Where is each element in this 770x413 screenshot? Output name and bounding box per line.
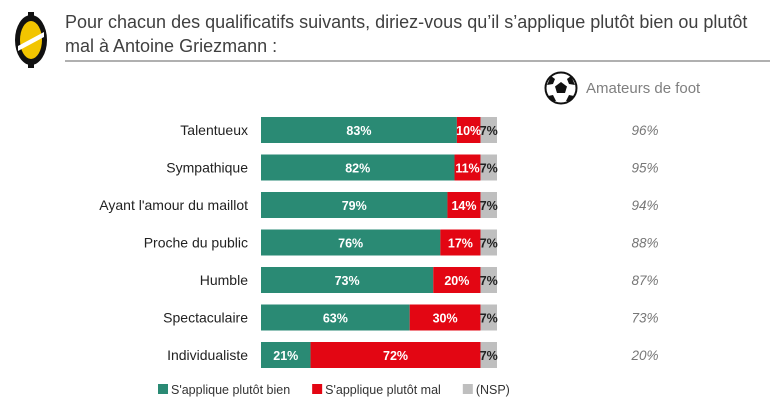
category-label: Spectaculaire — [163, 310, 248, 326]
data-label: 63% — [323, 312, 348, 326]
bar-nsp — [480, 154, 497, 181]
data-label: 7% — [480, 274, 498, 288]
data-label: 7% — [480, 199, 498, 213]
legend-swatch — [462, 384, 473, 394]
soccer-ball-icon — [544, 71, 578, 105]
bar-mal — [409, 304, 481, 331]
data-label: 21% — [273, 349, 298, 363]
amateurs-value: 87% — [631, 273, 658, 288]
data-label: 82% — [345, 162, 370, 176]
bar-mal — [310, 342, 481, 368]
bar-bien — [261, 304, 410, 331]
bar-row: Spectaculaire 63% 30% 7% 73% — [163, 304, 659, 331]
bar-nsp — [480, 229, 497, 256]
bar-nsp — [480, 267, 497, 293]
category-label: Talentueux — [180, 122, 248, 138]
amateurs-value: 94% — [631, 198, 658, 213]
data-label: 7% — [480, 124, 498, 138]
data-label: 17% — [448, 237, 473, 251]
category-label: Sympathique — [166, 160, 248, 176]
bar-nsp — [480, 192, 497, 218]
data-label: 30% — [433, 312, 458, 326]
data-label: 14% — [451, 199, 476, 213]
amateurs-value: 96% — [631, 123, 658, 138]
category-label: Humble — [200, 272, 248, 288]
category-label: Ayant l'amour du maillot — [99, 197, 248, 213]
data-label: 83% — [346, 124, 371, 138]
legend-label: S'applique plutôt mal — [325, 383, 441, 397]
bar-row: Ayant l'amour du maillot 79% 14% 7% 94% — [99, 192, 659, 218]
bar-bien — [261, 342, 311, 368]
legend-swatch — [158, 384, 168, 394]
category-label: Individualiste — [167, 347, 248, 363]
data-label: 10% — [456, 124, 481, 138]
bar-mal — [454, 154, 481, 181]
data-label: 7% — [480, 237, 498, 251]
title-divider — [65, 60, 770, 62]
legend: S'applique plutôt bien S'applique plutôt … — [158, 383, 510, 397]
legend-swatch — [312, 384, 323, 394]
data-label: 7% — [480, 312, 498, 326]
data-label: 20% — [444, 274, 469, 288]
bar-bien — [261, 154, 455, 181]
bar-mal — [456, 117, 481, 143]
bar-row: Proche du public 76% 17% 7% 88% — [144, 229, 659, 256]
bar-row: Talentueux 83% 10%7% 96% — [180, 117, 659, 143]
data-label: 72% — [383, 349, 408, 363]
data-label: 76% — [338, 237, 363, 251]
data-label: 11% — [455, 162, 479, 176]
data-label: 79% — [342, 199, 367, 213]
bar-bien — [261, 117, 457, 143]
chart-title: Pour chacun des qualificatifs suivants, … — [65, 12, 748, 56]
bar-row: Individualiste 21% 72% 7% 20% — [167, 342, 659, 368]
bar-mal — [440, 229, 481, 256]
bar-bien — [261, 267, 434, 293]
legend-label: (NSP) — [476, 383, 510, 397]
bar-mal — [433, 267, 481, 293]
amateurs-value: 88% — [631, 236, 658, 251]
amateurs-value: 20% — [630, 348, 658, 363]
amateurs-value: 73% — [631, 311, 658, 326]
bar-bien — [261, 229, 441, 256]
bar-row: Humble 73% 20% 7% 87% — [200, 267, 659, 293]
data-label: 7% — [480, 349, 498, 363]
bar-nsp — [480, 117, 497, 143]
bar-mal — [447, 192, 481, 218]
side-column-title: Amateurs de foot — [586, 80, 701, 97]
bar-row: Sympathique 82% 11% 7% 95% — [166, 154, 659, 181]
legend-label: S'applique plutôt bien — [171, 383, 290, 397]
bar-nsp — [480, 342, 497, 368]
bar-bien — [261, 192, 448, 218]
data-label: 73% — [335, 274, 360, 288]
data-label: 7% — [480, 162, 498, 176]
category-label: Proche du public — [144, 235, 248, 251]
amateurs-value: 95% — [631, 161, 658, 176]
bar-nsp — [480, 304, 497, 331]
brand-logo — [15, 12, 47, 68]
